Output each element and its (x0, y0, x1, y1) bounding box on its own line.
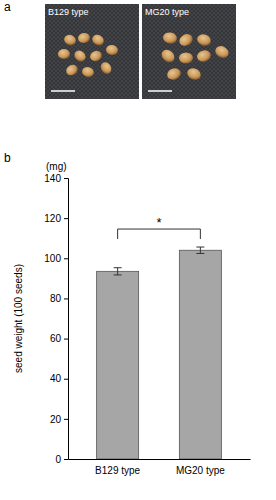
error-bar (196, 247, 204, 253)
tick-label: 140 (44, 173, 61, 184)
seed (90, 33, 105, 48)
tick-label: 40 (50, 373, 62, 384)
error-bar-cap (114, 274, 122, 275)
tick-mark (64, 258, 68, 259)
tick-mark (64, 459, 68, 460)
figure: a B129 type MG20 type b (mg) seed weight (100… (0, 0, 276, 500)
panel-label: b (4, 151, 11, 165)
panel-label: a (4, 0, 11, 14)
photo: MG20 type (142, 4, 236, 99)
tick-mark (64, 379, 68, 380)
seed (72, 48, 88, 63)
error-bar (114, 268, 122, 275)
seed (81, 66, 95, 79)
seed (185, 66, 202, 82)
tick: B129 type (95, 459, 140, 476)
tick: 100 (44, 253, 68, 264)
photo: B129 type (45, 4, 139, 99)
tick-label: 20 (50, 414, 62, 425)
annotation: * (156, 215, 161, 230)
seed (64, 63, 79, 78)
seed (159, 47, 177, 64)
tick-mark (64, 218, 68, 219)
tick: 140 (44, 173, 68, 184)
scale-bar (51, 90, 75, 92)
seed (196, 32, 213, 47)
seed (196, 49, 212, 63)
bar (97, 271, 139, 459)
significance-bracket (118, 229, 201, 239)
tick-mark (64, 339, 68, 340)
tick-label: 60 (50, 333, 62, 344)
tick-mark (64, 298, 68, 299)
tick: 0 (55, 454, 68, 465)
seed (166, 66, 183, 81)
seed (89, 49, 104, 63)
seed (63, 33, 78, 47)
tick: MG20 type (176, 459, 225, 476)
error-bar-stem (200, 247, 201, 253)
seed (105, 44, 119, 56)
tick-label: B129 type (95, 465, 140, 476)
seed (213, 44, 231, 61)
tick: 40 (50, 373, 68, 384)
axis-title: seed weight (100 seeds) (13, 264, 24, 373)
tick-label: 0 (55, 454, 61, 465)
tick-label: 80 (50, 293, 62, 304)
seed (177, 32, 195, 49)
seed (179, 53, 193, 64)
seed (99, 60, 114, 75)
tick: 80 (50, 293, 68, 304)
tick-mark (64, 419, 68, 420)
photo-background (45, 4, 139, 99)
photo-label: B129 type (48, 7, 89, 17)
bar (179, 250, 221, 459)
tick: 120 (44, 213, 68, 224)
axis-line (64, 179, 69, 460)
photo-background (142, 4, 236, 99)
tick-label: MG20 type (176, 465, 225, 476)
error-bar-stem (117, 268, 118, 275)
x-axis: B129 type MG20 type (69, 459, 251, 476)
seed (77, 32, 91, 44)
seed (162, 31, 178, 44)
axis-line (69, 459, 251, 460)
photo-label: MG20 type (145, 7, 189, 17)
tick-mark (64, 178, 68, 179)
tick: 60 (50, 333, 68, 344)
tick-label: 120 (44, 213, 61, 224)
plot-area (97, 247, 222, 459)
error-bar-cap (114, 267, 122, 268)
error-bar-cap (196, 247, 204, 248)
tick-label: 100 (44, 253, 61, 264)
scale-bar (148, 90, 172, 92)
tick: 20 (50, 414, 68, 425)
y-axis: 0 20 40 60 80 100 120 140 (44, 173, 68, 465)
seed (58, 49, 70, 59)
axis-unit: (mg) (46, 161, 67, 172)
error-bar-cap (196, 253, 204, 254)
